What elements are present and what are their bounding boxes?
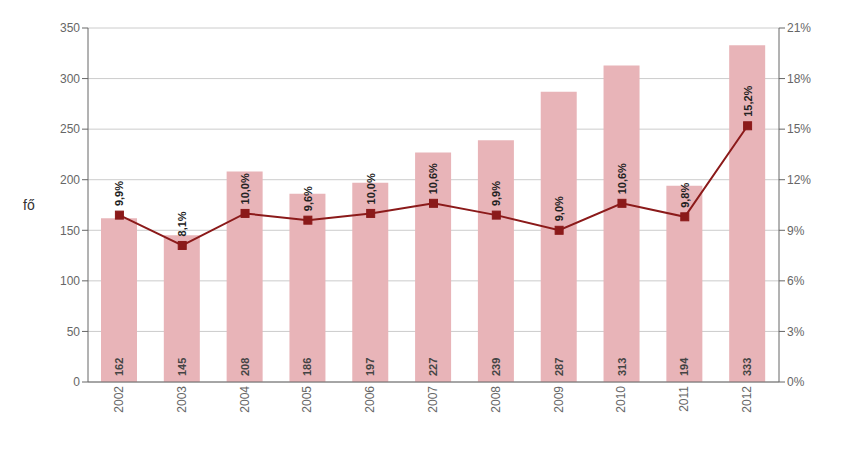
svg-text:9,0%: 9,0% bbox=[553, 196, 565, 221]
svg-text:10,0%: 10,0% bbox=[239, 173, 251, 204]
svg-text:3%: 3% bbox=[787, 325, 805, 339]
svg-text:2007: 2007 bbox=[426, 386, 440, 413]
svg-text:100: 100 bbox=[60, 274, 80, 288]
svg-text:145: 145 bbox=[176, 358, 188, 376]
svg-text:21%: 21% bbox=[787, 21, 811, 35]
svg-text:186: 186 bbox=[301, 358, 313, 376]
svg-text:350: 350 bbox=[60, 21, 80, 35]
svg-text:313: 313 bbox=[616, 358, 628, 376]
svg-text:208: 208 bbox=[239, 358, 251, 376]
svg-text:194: 194 bbox=[678, 357, 690, 376]
svg-text:9%: 9% bbox=[787, 224, 805, 238]
svg-text:9,6%: 9,6% bbox=[302, 186, 314, 211]
svg-text:12%: 12% bbox=[787, 173, 811, 187]
svg-text:18%: 18% bbox=[787, 72, 811, 86]
svg-text:162: 162 bbox=[113, 358, 125, 376]
svg-text:9,9%: 9,9% bbox=[113, 181, 125, 206]
svg-text:2012: 2012 bbox=[740, 386, 754, 413]
svg-text:200: 200 bbox=[60, 173, 80, 187]
svg-text:333: 333 bbox=[741, 358, 753, 376]
svg-text:10,6%: 10,6% bbox=[616, 163, 628, 194]
svg-text:2003: 2003 bbox=[175, 386, 189, 413]
svg-text:2011: 2011 bbox=[677, 386, 691, 412]
svg-text:fő: fő bbox=[23, 197, 35, 213]
svg-text:0: 0 bbox=[73, 375, 80, 389]
svg-text:9,8%: 9,8% bbox=[679, 183, 691, 208]
svg-text:239: 239 bbox=[490, 358, 502, 376]
svg-text:50: 50 bbox=[67, 325, 81, 339]
svg-text:2009: 2009 bbox=[552, 386, 566, 413]
svg-text:2004: 2004 bbox=[238, 386, 252, 413]
svg-text:9,9%: 9,9% bbox=[490, 181, 502, 206]
svg-text:2010: 2010 bbox=[614, 386, 628, 413]
svg-text:15%: 15% bbox=[787, 122, 811, 136]
svg-text:150: 150 bbox=[60, 224, 80, 238]
svg-text:2006: 2006 bbox=[363, 386, 377, 413]
svg-text:8,1%: 8,1% bbox=[176, 211, 188, 236]
svg-text:2002: 2002 bbox=[112, 386, 126, 413]
svg-text:197: 197 bbox=[364, 358, 376, 376]
svg-text:250: 250 bbox=[60, 122, 80, 136]
svg-text:2008: 2008 bbox=[489, 386, 503, 413]
svg-text:6%: 6% bbox=[787, 274, 805, 288]
svg-text:2005: 2005 bbox=[300, 386, 314, 413]
svg-text:15,2%: 15,2% bbox=[742, 85, 754, 116]
svg-text:0%: 0% bbox=[787, 375, 805, 389]
svg-text:10,6%: 10,6% bbox=[428, 163, 440, 194]
svg-text:227: 227 bbox=[427, 358, 439, 376]
svg-text:300: 300 bbox=[60, 72, 80, 86]
svg-text:10,0%: 10,0% bbox=[365, 173, 377, 204]
svg-text:287: 287 bbox=[553, 358, 565, 376]
